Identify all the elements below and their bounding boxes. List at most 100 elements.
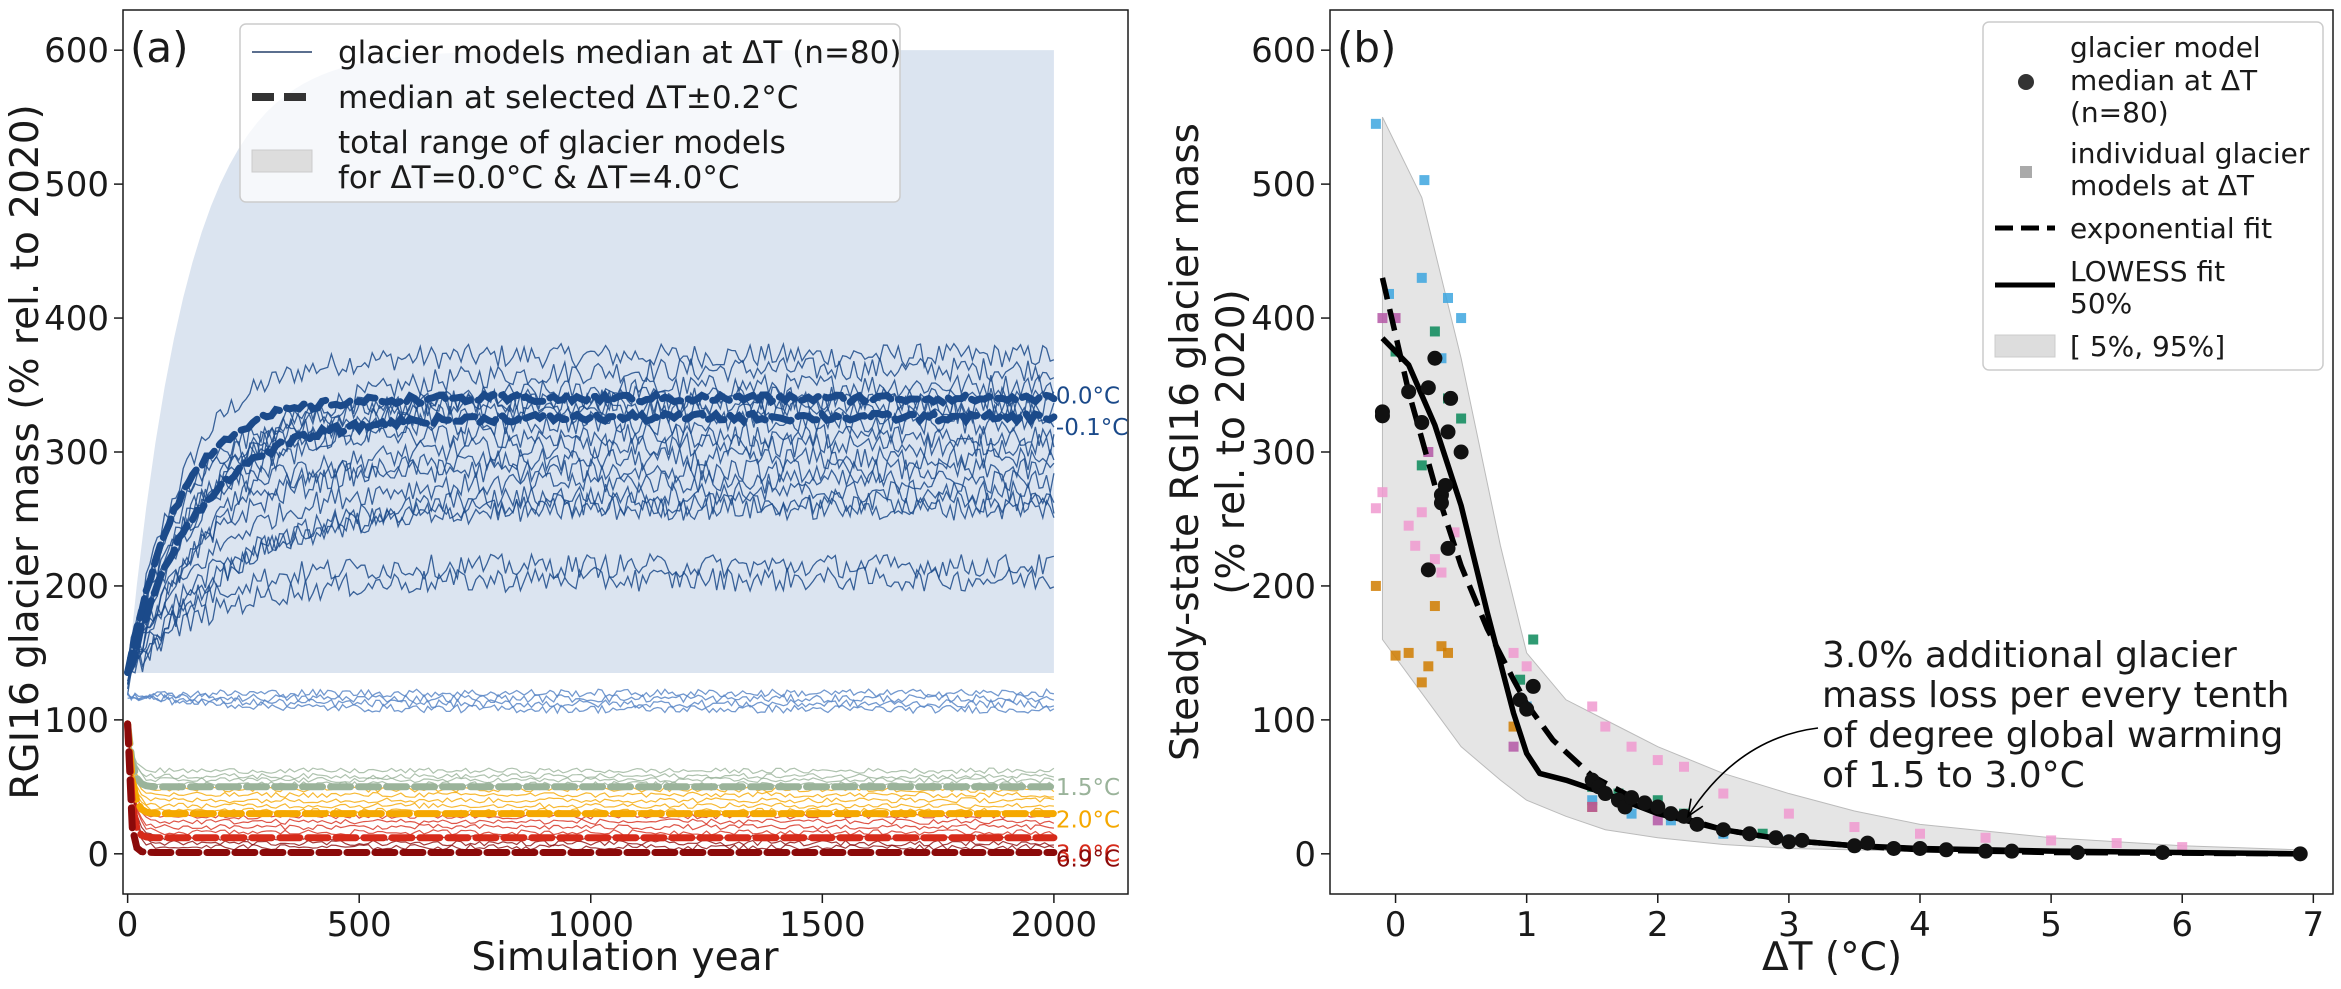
individual-model-square [1849,822,1860,833]
panel-a-legend-box [239,23,901,203]
individual-model-square [1587,701,1598,712]
median-point [1715,822,1731,838]
individual-model-square [1600,721,1611,732]
median-point [1624,790,1640,806]
selected-median-line [124,720,1058,791]
legend-entry-range-line2: for ΔT=0.0°C & ΔT=4.0°C [338,160,740,196]
panel-b-y-tick-label: 500 [1251,165,1316,205]
panel-b-ticks: 0 1 2 3 4 5 6 7 0 100 200 300 400 500 600 [1251,31,2324,945]
individual-glacier-line [126,356,1055,659]
median-point [1414,415,1430,431]
individual-model-square [1508,741,1519,752]
median-point [1525,678,1541,694]
annotation-arrow [1687,727,1819,817]
legend-individual-line2: models at ΔT [2070,169,2255,202]
panel-b-x-tick-label: 3 [1778,905,1800,945]
panel-b-annotation: 3.0% additional glacier mass loss per ev… [1686,635,2289,819]
individual-model-square [1915,828,1925,839]
median-point [1676,808,1692,824]
panel-b-x-axis-label: ΔT (°C) [1762,935,1902,980]
exponential-fit-line [1379,277,2301,857]
legend-band-label: [ 5%, 95%] [2070,330,2225,363]
individual-glacier-line [126,422,1055,682]
median-point [1374,408,1390,424]
individual-glacier-line [127,693,1055,709]
individual-model-square [1626,741,1637,752]
panel-a-x-tick-label: 1000 [547,905,634,945]
median-point [1420,562,1436,578]
median-point [1650,799,1666,815]
low-warming-glacier-line [127,721,1054,831]
low-warming-glacier-line [127,724,1055,825]
panel-b-x-tick-label: 6 [2171,905,2193,945]
legend-lowess-line2: 50% [2070,287,2132,320]
annotation-arrowhead [1686,798,1704,819]
legend-band-patch [1994,334,2056,358]
median-point [1433,495,1449,511]
individual-glacier-line [127,408,1055,673]
annotation-line-2: mass loss per every tenth [1822,675,2289,716]
selected-median-line [124,388,1058,677]
panel-a-x-tick-label: 2000 [1011,905,1098,945]
panel-a-ticks: 0 500 1000 1500 2000 0 100 200 300 400 500 600 [44,31,1097,945]
panel-b-y-tick-label: 600 [1251,31,1316,71]
individual-model-square [1390,650,1401,661]
median-point [1663,806,1679,822]
legend-range-patch [251,149,313,173]
panel-b-legend-box [1982,21,2324,371]
median-point [1781,834,1797,850]
panel-b-y-tick-label: 0 [1294,835,1316,875]
individual-glacier-line [127,489,1055,666]
panel-a-y-tick-label: 100 [44,701,109,741]
panel-b-y-axis-label-line1: Steady-state RGI16 glacier mass [1163,123,1208,761]
individual-model-square [1587,795,1598,806]
median-point [2004,843,2020,859]
series-end-label: 6.9°C [1056,846,1120,872]
individual-model-square [1652,815,1663,826]
individual-model-square [1390,313,1401,324]
legend-median-line3: (n=80) [2070,96,2169,129]
low-warming-glacier-line [127,723,1055,784]
series-end-label: 0.0°C [1056,383,1120,409]
individual-model-square [1528,634,1539,645]
individual-model-square [1377,313,1388,324]
individual-glacier-line [126,457,1055,662]
panel-b-y-tick-label: 400 [1251,299,1316,339]
panel-b-x-tick-label: 4 [1909,905,1931,945]
legend-lowess-line1: LOWESS fit [2070,255,2225,288]
median-point [1768,830,1784,846]
median-point [1427,350,1443,366]
legend-individual-line1: individual glacier [2070,137,2310,170]
median-point [1437,477,1453,493]
median-point [1637,795,1653,811]
low-warming-glacier-line [127,725,1055,836]
individual-model-square [1403,647,1414,658]
panel-b-x-tick-label: 7 [2303,905,2325,945]
low-warming-glacier-line [127,725,1055,851]
panel-a-y-tick-label: 400 [44,299,109,339]
low-warming-glacier-line [127,723,1055,804]
individual-model-square [1508,647,1519,658]
median-point [1440,424,1456,440]
panel-b-x-tick-label: 5 [2040,905,2062,945]
individual-model-square [1443,647,1453,658]
individual-model-square [1436,567,1447,578]
individual-model-square [1429,554,1440,565]
individual-glacier-line [127,687,1055,700]
selected-median-line [124,720,1058,818]
individual-model-square [1429,601,1440,612]
panel-a: 0 500 1000 1500 2000 0 100 200 300 400 500 600 0.0°… [3,9,1129,980]
median-point [2292,846,2308,862]
panel-a-y-tick-label: 600 [44,31,109,71]
selected-median-line [124,720,1058,856]
panel-b-y-tick-label: 200 [1251,567,1316,607]
median-point [2069,844,2085,860]
selected-median-line [124,720,1058,842]
panel-a-x-tick-label: 1500 [779,905,866,945]
panel-b-y-tick-label: 300 [1251,433,1316,473]
panel-a-label: (a) [130,23,189,72]
legend-exp-fit-label: exponential fit [2070,212,2272,245]
median-point [1978,843,1994,859]
legend-individual-square [2020,166,2032,178]
panel-a-x-tick-label: 0 [117,905,139,945]
